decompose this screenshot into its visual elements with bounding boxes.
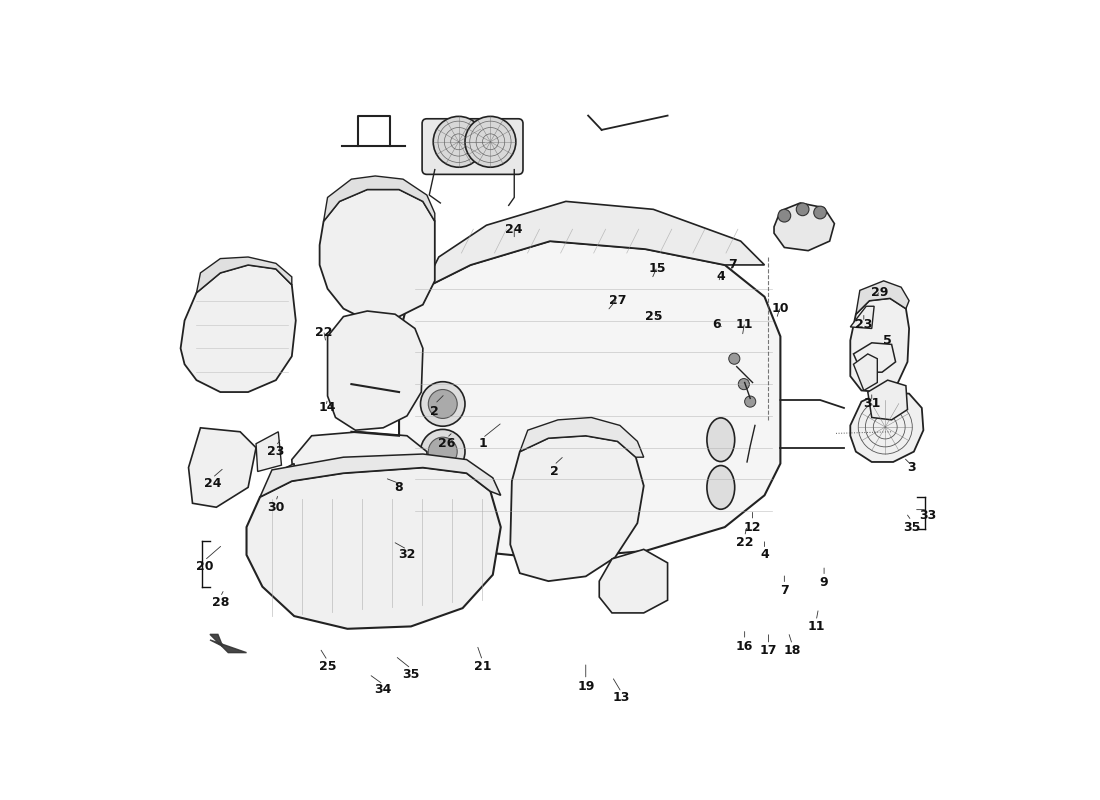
Text: 23: 23 [267,445,285,458]
Circle shape [796,203,808,216]
Text: 28: 28 [211,596,229,609]
Text: 29: 29 [871,286,889,299]
Text: 30: 30 [267,501,285,514]
Ellipse shape [707,466,735,510]
Text: 21: 21 [474,660,492,673]
Polygon shape [520,418,644,457]
Text: 13: 13 [613,691,630,705]
Text: 12: 12 [744,521,761,534]
Circle shape [465,116,516,167]
Text: 14: 14 [319,402,337,414]
Text: 6: 6 [713,318,722,331]
Polygon shape [246,467,500,629]
Text: 11: 11 [736,318,754,331]
Text: 33: 33 [918,509,936,522]
Polygon shape [854,354,878,390]
Text: 20: 20 [196,560,213,574]
Text: 35: 35 [903,521,921,534]
Text: 22: 22 [315,326,332,339]
Polygon shape [180,265,296,392]
Text: 25: 25 [645,310,662,323]
Polygon shape [399,241,780,559]
Polygon shape [868,380,908,420]
Circle shape [738,378,749,390]
Text: 32: 32 [398,549,416,562]
Polygon shape [850,298,909,392]
Text: 35: 35 [403,667,420,681]
Polygon shape [856,281,909,314]
Circle shape [428,390,458,418]
Polygon shape [256,432,282,471]
Text: 4: 4 [760,549,769,562]
Text: 24: 24 [204,477,221,490]
Polygon shape [850,392,923,462]
Polygon shape [320,190,434,321]
Polygon shape [210,634,246,653]
Polygon shape [510,436,644,581]
Polygon shape [260,463,294,526]
Text: 7: 7 [780,584,789,597]
Text: 34: 34 [374,683,392,697]
Circle shape [778,210,791,222]
Circle shape [420,382,465,426]
Text: 26: 26 [438,437,455,450]
Text: 31: 31 [864,398,880,410]
Circle shape [728,353,740,364]
Text: 18: 18 [783,644,801,657]
Circle shape [420,430,465,474]
Polygon shape [850,306,875,329]
Text: 3: 3 [908,461,916,474]
Text: 2: 2 [550,465,559,478]
Text: 2: 2 [430,406,439,418]
Text: 16: 16 [736,640,754,653]
Polygon shape [260,454,500,497]
Text: 10: 10 [771,302,789,315]
Ellipse shape [707,418,735,462]
Text: 24: 24 [506,222,522,236]
Polygon shape [854,342,895,372]
Text: 25: 25 [319,660,337,673]
Text: 7: 7 [728,258,737,271]
Polygon shape [323,176,434,222]
Text: 8: 8 [395,481,404,494]
Text: 15: 15 [649,262,666,275]
Circle shape [433,116,484,167]
Text: 1: 1 [478,437,487,450]
Text: 4: 4 [716,270,725,283]
Text: 5: 5 [883,334,892,347]
Text: 27: 27 [608,294,626,307]
Circle shape [814,206,826,219]
Text: 19: 19 [578,679,594,693]
Polygon shape [292,432,429,517]
Polygon shape [328,311,422,430]
Polygon shape [600,550,668,613]
Polygon shape [197,257,292,293]
Polygon shape [422,202,764,289]
Text: 17: 17 [760,644,778,657]
Polygon shape [774,203,835,250]
Text: 23: 23 [855,318,872,331]
Circle shape [745,396,756,407]
Text: 11: 11 [807,620,825,633]
Polygon shape [188,428,256,507]
FancyBboxPatch shape [422,118,522,174]
Text: 9: 9 [820,576,828,590]
Text: 22: 22 [736,537,754,550]
Circle shape [428,437,458,466]
